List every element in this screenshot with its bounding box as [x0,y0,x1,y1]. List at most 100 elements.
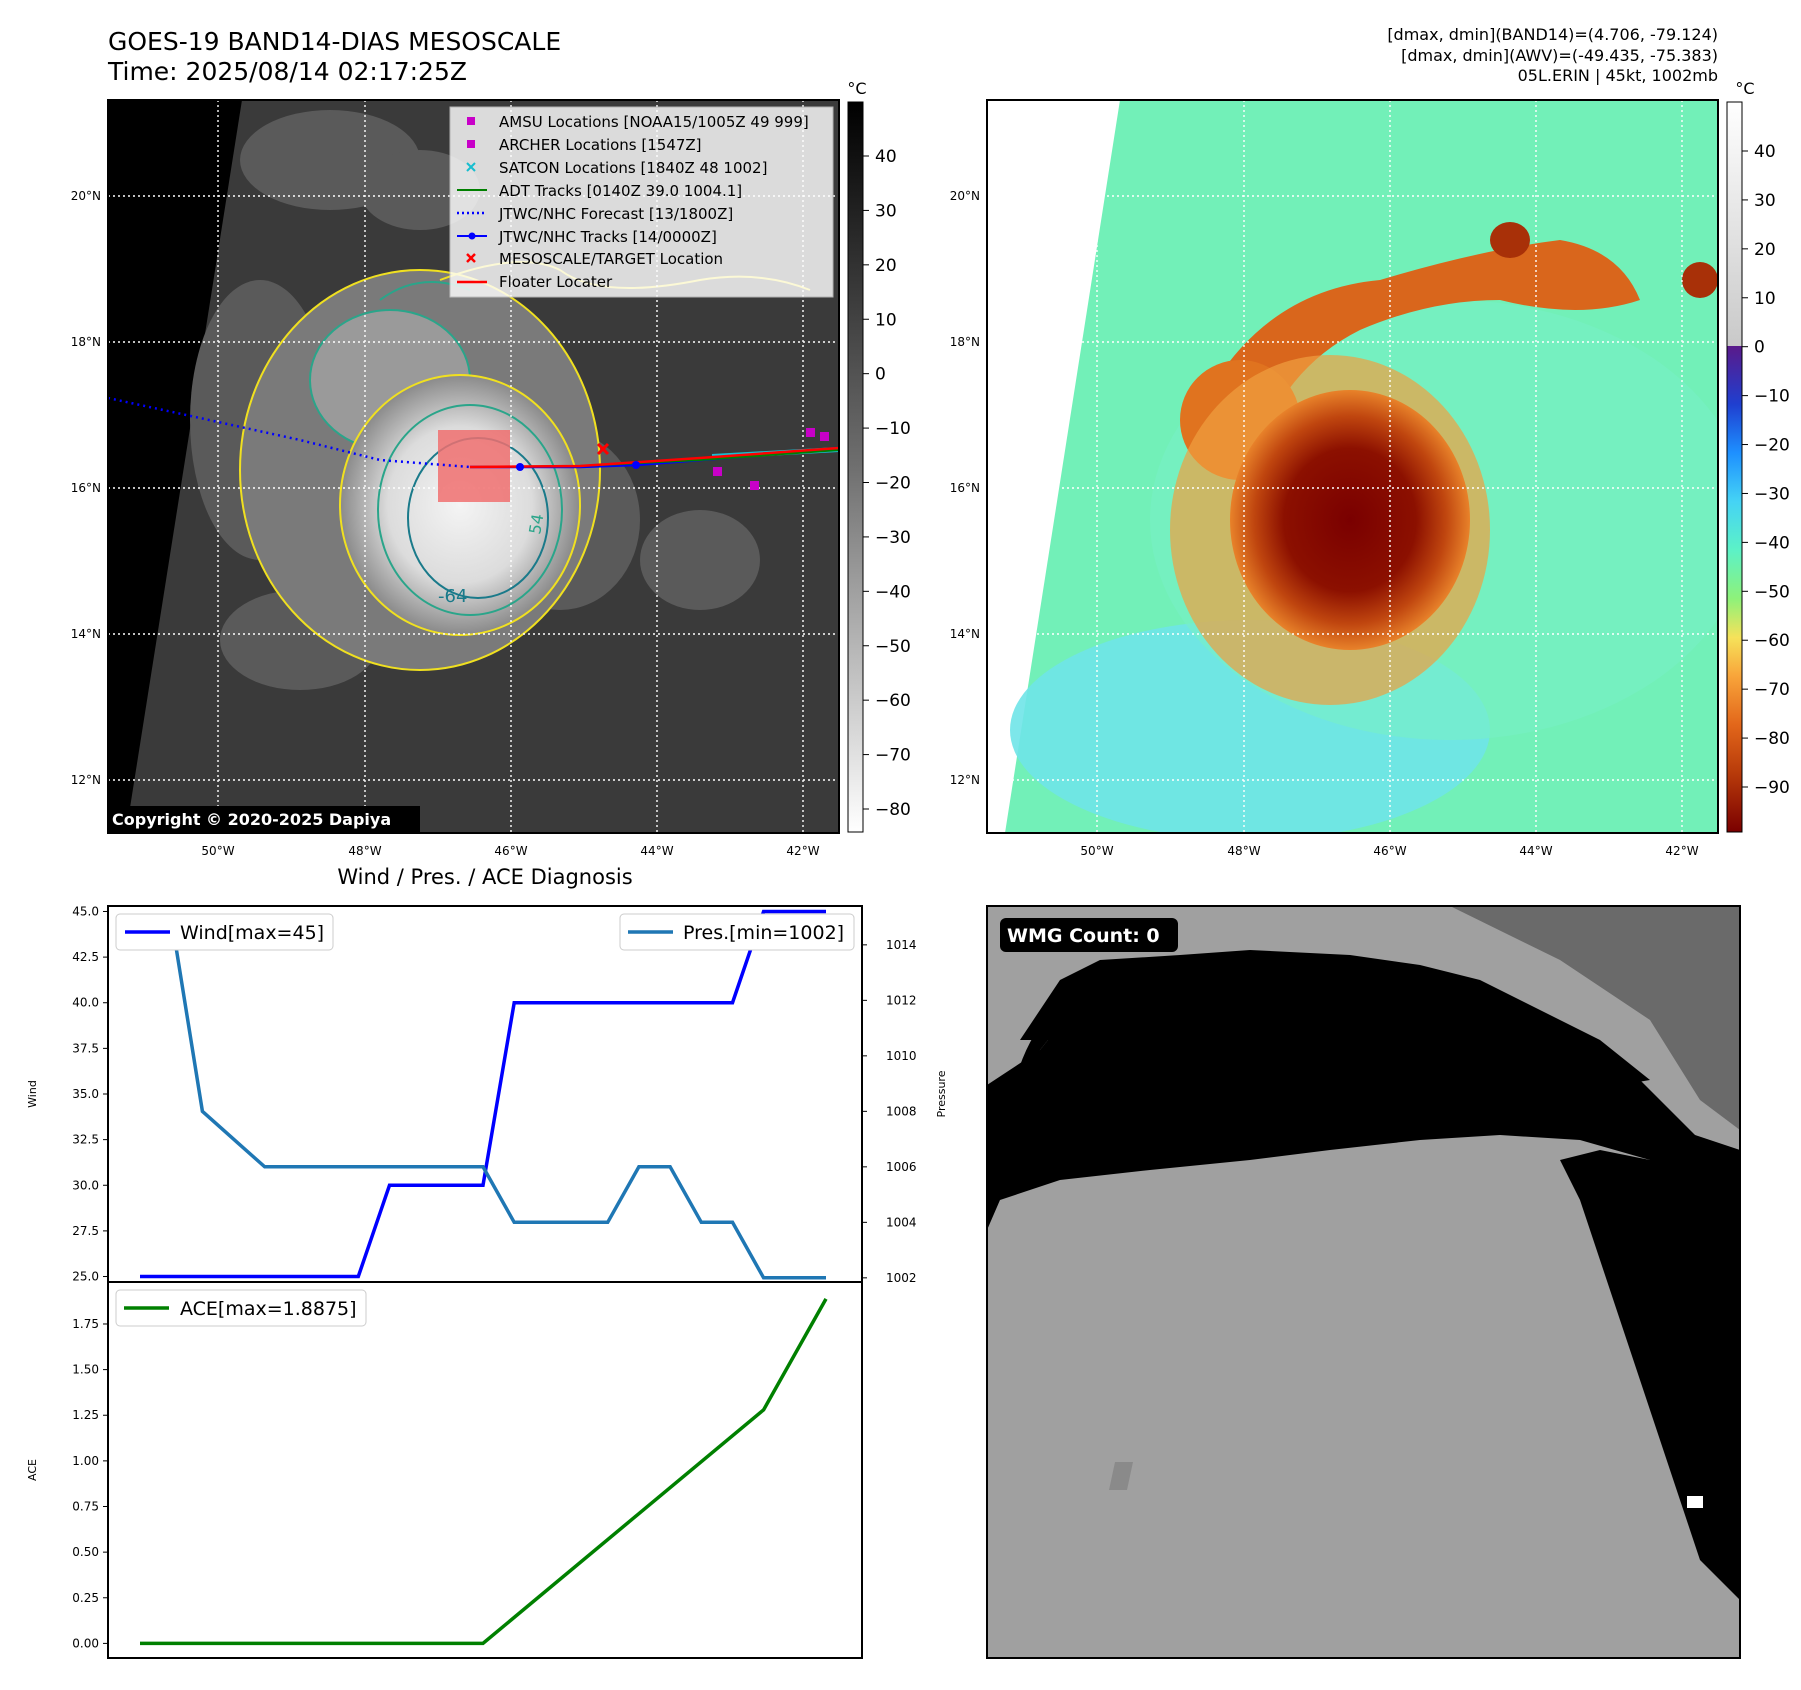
wind-legend: Wind[max=45] [115,913,334,951]
colorbar-right-tick-label: −40 [1754,533,1790,553]
legend-label-forecast: JTWC/NHC Forecast [13/1800Z] [498,205,733,223]
left-lon-46w: 46°W [494,844,527,858]
right-lon-42w: 42°W [1665,844,1698,858]
pressure-y-tick-label: 1002 [886,1271,917,1285]
floater-track [469,446,839,469]
left-lon-50w: 50°W [201,844,234,858]
colorbar-right-tick-label: 0 [1754,338,1765,358]
ir-map-frame [107,99,840,834]
colorbar-left-tick-label: 20 [875,256,897,276]
colorbar-left-tick-label: −50 [875,637,911,657]
colorbar-left-tick-label: 30 [875,201,897,221]
left-lat-18n: 18°N [71,335,101,349]
pressure-y-tick-label: 1010 [886,1049,917,1063]
colorbar-left-tick-label: −40 [875,582,911,602]
legend-marker-amsu [467,117,475,125]
dmax-awv: [dmax, dmin](AWV)=(-49.435, -75.383) [1401,46,1718,65]
wind-y-tick-label: 45.0 [72,904,99,918]
right-lat-18n: 18°N [950,335,980,349]
contour-label-64: -64 [438,586,467,607]
wmg-count-box [1000,918,1178,952]
colorbar-right-tick-label: −70 [1754,680,1790,700]
pressure-y-tick-label: 1008 [886,1104,917,1118]
right-lat-16n: 16°N [950,481,980,495]
legend-label-amsu: AMSU Locations [NOAA15/1005Z 49 999] [499,113,809,131]
right-lat-12n: 12°N [950,773,980,787]
colorbar-right-tick-label: −20 [1754,436,1790,456]
pressure-axis-label: Pressure [935,1070,948,1117]
pressure-y-tick-label: 1006 [886,1160,917,1174]
colorbar-right-tick-label: −60 [1754,631,1790,651]
legend-marker-target [466,253,476,263]
figure-title: GOES-19 BAND14-DIAS MESOSCALE [108,27,561,56]
legend-label-jtwc: JTWC/NHC Tracks [14/0000Z] [498,228,717,246]
colorbar-left-tick-label: −80 [875,800,911,820]
wind-y-tick-label: 37.5 [72,1041,99,1055]
right-lon-46w: 46°W [1373,844,1406,858]
wind-y-tick-label: 27.5 [72,1224,99,1238]
wind-y-tick-label: 42.5 [72,950,99,964]
dmax-band14: [dmax, dmin](BAND14)=(4.706, -79.124) [1387,25,1718,44]
pressure-y-tick-label: 1004 [886,1215,917,1229]
wind-y-tick-label: 35.0 [72,1087,99,1101]
colorbar-right-unit: °C [1735,79,1754,98]
colorbar-right-tick-label: −80 [1754,729,1790,749]
legend-label-floater: Floater Locater [499,273,613,291]
legend-label-satcon: SATCON Locations [1840Z 48 1002] [499,159,767,177]
legend-label-target: MESOSCALE/TARGET Location [499,250,723,268]
colorbar-right: °C 40 30 20 10 0 −10 −20 −30 −40 −50 −60 −70 −80 −90 [1726,79,1790,833]
ace-y-tick-label: 1.00 [72,1454,99,1468]
left-lon-44w: 44°W [640,844,673,858]
figure-time: Time: 2025/08/14 02:17:25Z [107,57,467,86]
legend-marker-jtwc [457,232,487,240]
colorbar-left: °C 40 30 20 10 0 −10 −20 −30 −40 −50 −60 −70 −80 [847,79,911,833]
colorbar-left-tick-label: −20 [875,474,911,494]
colorbar-left-tick-label: −60 [875,691,911,711]
wind-pressure-panel: 45.0 42.5 40.0 37.5 35.0 32.5 30.0 27.5 25.0 101… [26,904,948,1284]
left-lat-14n: 14°N [71,627,101,641]
ace-axis-label: ACE [26,1459,39,1481]
legend-label-adt: ADT Tracks [0140Z 39.0 1004.1] [499,182,742,200]
left-lon-42w: 42°W [786,844,819,858]
ace-series-line [140,1298,828,1646]
wind-y-tick-label: 32.5 [72,1133,99,1147]
right-lon-50w: 50°W [1080,844,1113,858]
ace-y-tick-label: 1.50 [72,1363,99,1377]
ace-panel: 1.75 1.50 1.25 1.00 0.75 0.50 0.25 0.00 ACE ACE… [26,1281,863,1659]
wind-axis-label: Wind [26,1080,39,1108]
copyright-label: Copyright © 2020-2025 Dapiya [112,810,391,829]
pressure-y-tick-label: 1014 [886,938,917,952]
colorbar-left-tick-label: −10 [875,419,911,439]
colorbar-right-tick-label: −30 [1754,484,1790,504]
map-legend: AMSU Locations [NOAA15/1005Z 49 999] ARC… [449,106,834,298]
ace-legend: ACE[max=1.8875] [115,1289,367,1327]
pressure-legend: Pres.[min=1002] [619,913,855,951]
storm-info: 05L.ERIN | 45kt, 1002mb [1518,66,1718,85]
right-lat-14n: 14°N [950,627,980,641]
colorbar-right-tick-label: −50 [1754,582,1790,602]
wmg-frame [986,905,1741,1659]
pressure-y-tick-label: 1012 [886,993,917,1007]
colorbar-left-tick-label: −70 [875,746,911,766]
wind-y-tick-label: 30.0 [72,1178,99,1192]
legend-marker-satcon [466,162,476,172]
colorbar-right-tick-label: 40 [1754,142,1776,162]
ace-y-tick-label: 0.50 [72,1545,99,1559]
colorbar-right-tick-label: 20 [1754,240,1776,260]
pressure-legend-label: Pres.[min=1002] [683,922,844,944]
contour-label-54: 54 [525,512,547,535]
diagnosis-title: Wind / Pres. / ACE Diagnosis [337,865,632,889]
legend-label-archer: ARCHER Locations [1547Z] [499,136,702,154]
left-lat-12n: 12°N [71,773,101,787]
colorbar-left-tick-label: 0 [875,365,886,385]
wind-legend-label: Wind[max=45] [180,922,324,944]
ace-legend-label: ACE[max=1.8875] [180,1298,357,1320]
colorbar-left-tick-label: 40 [875,147,897,167]
wind-y-tick-label: 25.0 [72,1270,99,1284]
ace-y-tick-label: 1.75 [72,1317,99,1331]
legend-marker-archer [467,140,475,148]
ace-y-tick-label: 0.00 [72,1636,99,1650]
awv-map-frame [986,99,1719,834]
right-lon-48w: 48°W [1227,844,1260,858]
